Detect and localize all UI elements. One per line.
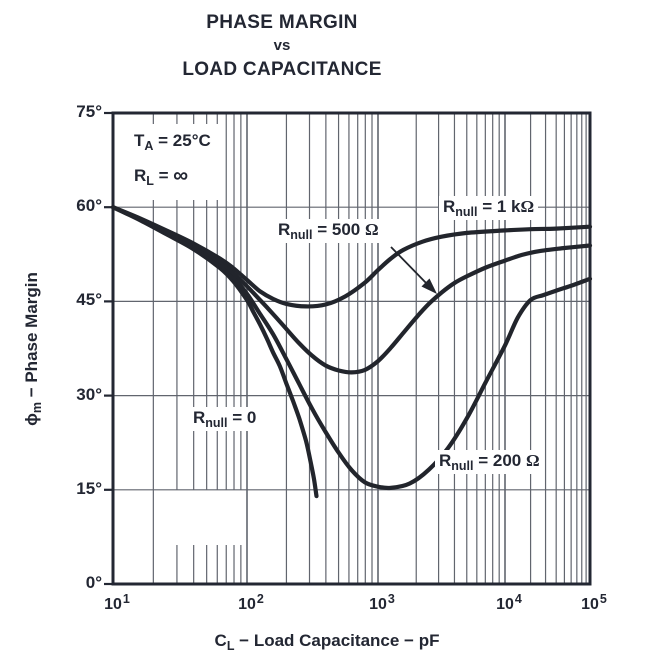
x-tick-label: 104 <box>496 592 522 613</box>
condition-temperature: TA = 25°C <box>134 131 211 153</box>
x-axis-title: CL − Load Capacitance − pF <box>214 631 440 653</box>
horizontal-gridlines <box>113 206 590 491</box>
y-tick-label: 60° <box>76 196 102 216</box>
chart-title: PHASE MARGIN vs LOAD CAPACITANCE <box>0 10 564 83</box>
curve-rnull-200 <box>110 205 593 491</box>
curve-label-rnull-200: Rnull = 200 Ω <box>435 450 544 474</box>
test-conditions: TA = 25°C RL = ∞ <box>126 124 219 200</box>
chart-title-line2: vs <box>273 37 291 55</box>
y-tick-label: 15° <box>76 478 102 498</box>
x-tick-label: 103 <box>369 592 395 613</box>
plot-frame <box>111 111 592 586</box>
chart-title-line1: PHASE MARGIN <box>206 12 358 33</box>
curve-label-rnull-500: Rnull = 500 Ω <box>274 219 383 243</box>
x-tick-label: 101 <box>104 592 130 613</box>
y-tick-label: 75° <box>76 102 102 121</box>
chart-title-line3: LOAD CAPACITANCE <box>182 58 382 80</box>
curve-rnull-1k <box>110 205 593 309</box>
y-axis-title: ϕm − Phase Margin <box>22 272 44 426</box>
x-tick-label: 102 <box>238 592 264 613</box>
curve-label-rnull-1k: Rnull = 1 kΩ <box>439 196 539 220</box>
y-tick-label: 0° <box>85 573 102 592</box>
curves <box>110 205 593 499</box>
annotation-arrow <box>390 246 437 294</box>
vertical-gridlines <box>152 113 587 584</box>
curve-rnull-500 <box>110 205 593 375</box>
y-tick-label: 45° <box>76 290 102 310</box>
condition-load-resistance: RL = ∞ <box>134 164 189 188</box>
y-tick-label: 30° <box>76 384 102 404</box>
curve-label-rnull-0: Rnull = 0 <box>189 407 261 431</box>
x-tick-label: 105 <box>581 592 607 613</box>
